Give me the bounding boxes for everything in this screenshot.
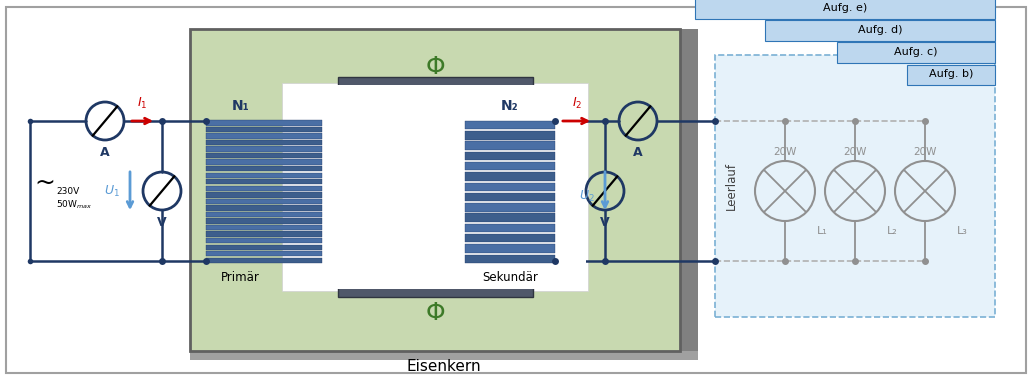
- Bar: [765, 20, 995, 41]
- Bar: [465, 141, 555, 150]
- Text: $I_1$: $I_1$: [136, 96, 148, 111]
- Bar: [465, 244, 555, 253]
- Bar: [680, 29, 698, 351]
- Text: Primär: Primär: [221, 271, 260, 284]
- Bar: [465, 203, 555, 211]
- Bar: [465, 121, 555, 129]
- Text: 230V
50W$_{max}$: 230V 50W$_{max}$: [56, 187, 92, 211]
- Bar: [465, 152, 555, 160]
- Bar: [206, 120, 322, 125]
- Text: N₁: N₁: [232, 99, 250, 113]
- Bar: [282, 83, 588, 291]
- Text: Aufg. b): Aufg. b): [929, 69, 973, 79]
- Text: L₃: L₃: [957, 226, 968, 236]
- Text: L₁: L₁: [817, 226, 827, 236]
- Bar: [206, 146, 322, 152]
- Text: Φ: Φ: [426, 55, 445, 79]
- Bar: [465, 224, 555, 232]
- Text: V: V: [600, 216, 609, 229]
- Bar: [206, 127, 322, 132]
- Bar: [206, 225, 322, 230]
- Text: Aufg. d): Aufg. d): [857, 25, 902, 35]
- Text: 20W: 20W: [913, 147, 937, 157]
- Text: 20W: 20W: [843, 147, 867, 157]
- Bar: [837, 42, 995, 63]
- Bar: [338, 77, 533, 297]
- Bar: [206, 251, 322, 257]
- Bar: [206, 140, 322, 145]
- Bar: [206, 192, 322, 197]
- Bar: [190, 29, 680, 351]
- Bar: [465, 193, 555, 201]
- Bar: [465, 234, 555, 243]
- Text: $U_2$: $U_2$: [580, 188, 595, 204]
- Bar: [206, 258, 322, 263]
- Bar: [206, 172, 322, 178]
- Bar: [465, 183, 555, 191]
- Bar: [206, 186, 322, 191]
- Text: Φ: Φ: [426, 301, 445, 325]
- Bar: [465, 162, 555, 171]
- Text: ~: ~: [34, 171, 55, 195]
- Text: Eisenkern: Eisenkern: [407, 359, 481, 374]
- Bar: [284, 85, 586, 289]
- Bar: [206, 232, 322, 237]
- Bar: [190, 351, 698, 360]
- Bar: [206, 166, 322, 171]
- Text: A: A: [633, 146, 643, 159]
- Text: $U_1$: $U_1$: [104, 183, 120, 199]
- Bar: [206, 238, 322, 243]
- Bar: [715, 55, 995, 317]
- Bar: [206, 160, 322, 165]
- Bar: [206, 212, 322, 217]
- Text: A: A: [100, 146, 109, 159]
- Bar: [206, 179, 322, 185]
- Text: N₂: N₂: [501, 99, 519, 113]
- Bar: [465, 255, 555, 263]
- Text: 20W: 20W: [774, 147, 796, 157]
- Text: Leerlauf: Leerlauf: [724, 162, 738, 210]
- Bar: [206, 153, 322, 158]
- Text: Sekundär: Sekundär: [482, 271, 538, 284]
- Bar: [206, 133, 322, 139]
- Text: V: V: [157, 216, 166, 229]
- Bar: [465, 172, 555, 181]
- Bar: [206, 205, 322, 211]
- Bar: [206, 218, 322, 224]
- Text: Aufg. e): Aufg. e): [823, 3, 867, 13]
- Bar: [206, 244, 322, 250]
- Text: Aufg. c): Aufg. c): [895, 47, 938, 57]
- Bar: [465, 213, 555, 222]
- Bar: [695, 0, 995, 19]
- Bar: [907, 64, 995, 85]
- Bar: [206, 199, 322, 204]
- Bar: [465, 131, 555, 139]
- Text: $I_2$: $I_2$: [572, 96, 583, 111]
- Text: L₂: L₂: [887, 226, 898, 236]
